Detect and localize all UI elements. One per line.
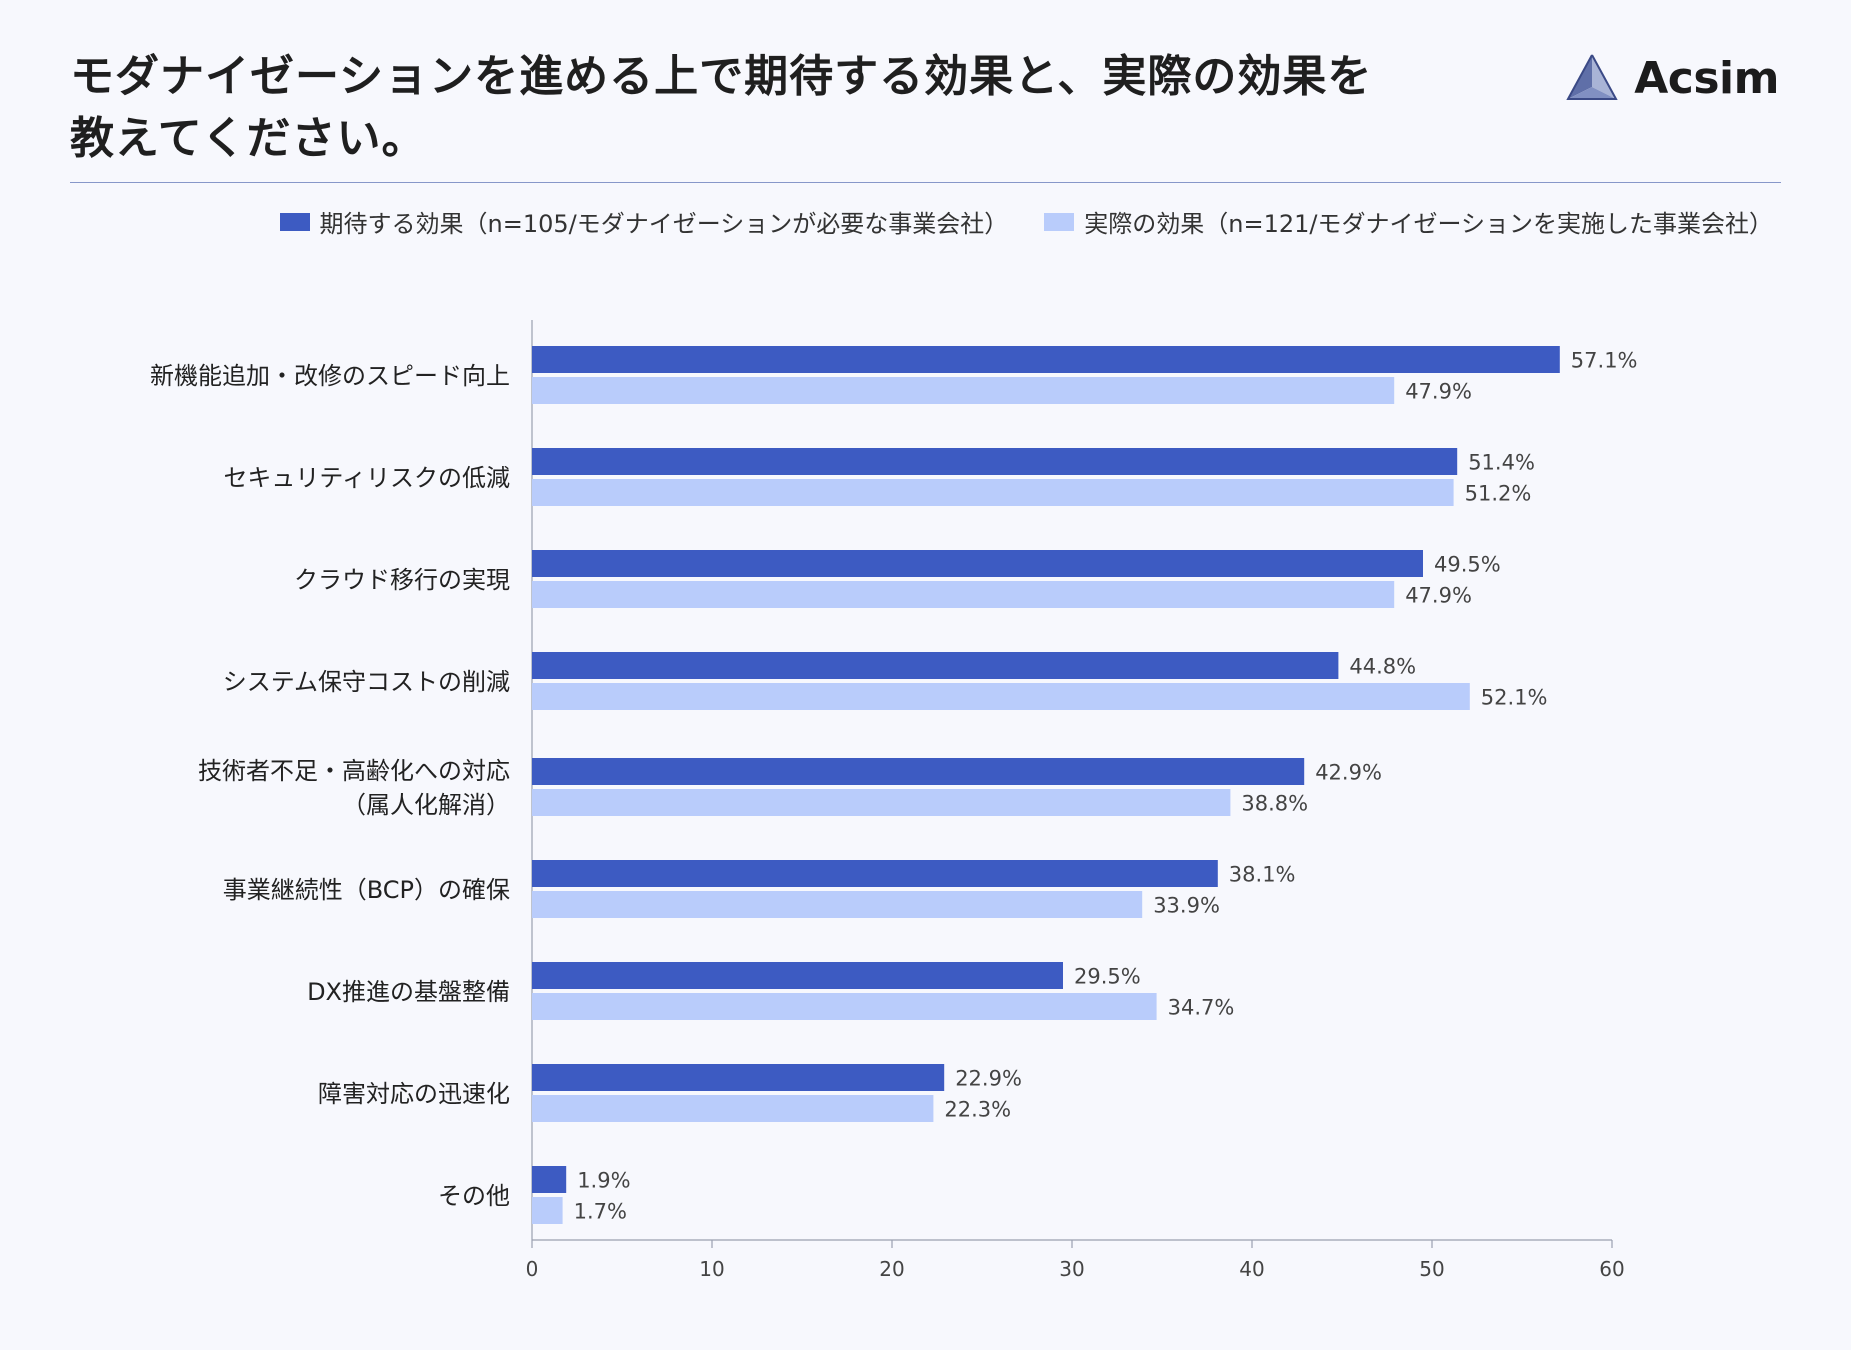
data-label-expected: 51.4% — [1468, 451, 1535, 475]
data-label-actual: 38.8% — [1241, 792, 1308, 816]
category-label: 障害対応の迅速化 — [318, 1080, 510, 1108]
title-line-2: 教えてください。 — [70, 113, 427, 164]
data-label-expected: 49.5% — [1434, 553, 1501, 577]
category-label: システム保守コストの削減 — [223, 668, 510, 696]
chart-legend: 期待する効果（n=105/モダナイゼーションが必要な事業会社） 実際の効果（n=… — [279, 204, 1773, 239]
bar-expected — [532, 1064, 945, 1091]
legend-swatch-actual — [1044, 212, 1075, 231]
data-label-actual: 33.9% — [1153, 894, 1220, 918]
x-tick-label: 10 — [699, 1257, 724, 1281]
data-label-expected: 57.1% — [1571, 349, 1638, 373]
x-tick-label: 40 — [1239, 1257, 1264, 1281]
acsim-logo-icon — [1566, 54, 1618, 100]
data-label-expected: 29.5% — [1074, 965, 1141, 989]
bar-expected — [532, 1166, 567, 1193]
bar-expected — [532, 448, 1458, 475]
x-tick-label: 0 — [526, 1257, 539, 1281]
category-label: 新機能追加・改修のスピード向上 — [150, 362, 510, 390]
data-label-actual: 22.3% — [944, 1098, 1011, 1122]
title-line-1: モダナイゼーションを進める上で期待する効果と、実際の効果を — [70, 51, 1373, 102]
bar-expected — [532, 860, 1218, 887]
bar-actual — [532, 581, 1395, 608]
category-label: セキュリティリスクの低減 — [223, 464, 510, 492]
x-tick-label: 30 — [1059, 1257, 1084, 1281]
legend-item-actual: 実際の効果（n=121/モダナイゼーションを実施した事業会社） — [1044, 204, 1773, 239]
category-label: DX推進の基盤整備 — [307, 978, 510, 1006]
bar-expected — [532, 758, 1305, 785]
data-label-actual: 51.2% — [1465, 482, 1532, 506]
bar-actual — [532, 479, 1454, 506]
x-tick-label: 60 — [1599, 1257, 1624, 1281]
data-label-actual: 52.1% — [1481, 686, 1548, 710]
bar-expected — [532, 346, 1560, 373]
category-label: その他 — [438, 1182, 510, 1210]
data-label-actual: 47.9% — [1405, 584, 1472, 608]
data-label-expected: 38.1% — [1229, 863, 1296, 887]
bar-actual — [532, 891, 1143, 918]
data-label-expected: 42.9% — [1315, 761, 1382, 785]
bar-expected — [532, 962, 1063, 989]
bar-actual — [532, 993, 1157, 1020]
bar-actual — [532, 1095, 934, 1122]
legend-swatch-expected — [279, 212, 310, 231]
data-label-expected: 1.9% — [577, 1169, 630, 1193]
bar-expected — [532, 550, 1423, 577]
category-label: 事業継続性（BCP）の確保 — [223, 876, 510, 904]
page-title: モダナイゼーションを進める上で期待する効果と、実際の効果を 教えてください。 — [70, 46, 1390, 170]
data-label-actual: 1.7% — [574, 1200, 627, 1224]
data-label-expected: 44.8% — [1349, 655, 1416, 679]
bar-actual — [532, 683, 1470, 710]
legend-item-expected: 期待する効果（n=105/モダナイゼーションが必要な事業会社） — [279, 204, 1009, 239]
bar-expected — [532, 652, 1339, 679]
logo-text: Acsim — [1634, 52, 1779, 104]
data-label-actual: 34.7% — [1168, 996, 1235, 1020]
category-label: 技術者不足・高齢化への対応（属人化解消） — [198, 757, 510, 819]
legend-label-expected: 期待する効果（n=105/モダナイゼーションが必要な事業会社） — [319, 210, 1009, 238]
brand-logo: Acsim — [1564, 48, 1779, 108]
data-label-expected: 22.9% — [955, 1067, 1022, 1091]
x-tick-label: 50 — [1419, 1257, 1444, 1281]
category-label: クラウド移行の実現 — [294, 566, 510, 594]
legend-label-actual: 実際の効果（n=121/モダナイゼーションを実施した事業会社） — [1084, 210, 1773, 238]
bar-actual — [532, 377, 1395, 404]
x-tick-label: 20 — [879, 1257, 904, 1281]
bar-actual — [532, 1197, 563, 1224]
data-label-actual: 47.9% — [1405, 380, 1472, 404]
header-divider — [70, 182, 1781, 183]
bar-actual — [532, 789, 1231, 816]
